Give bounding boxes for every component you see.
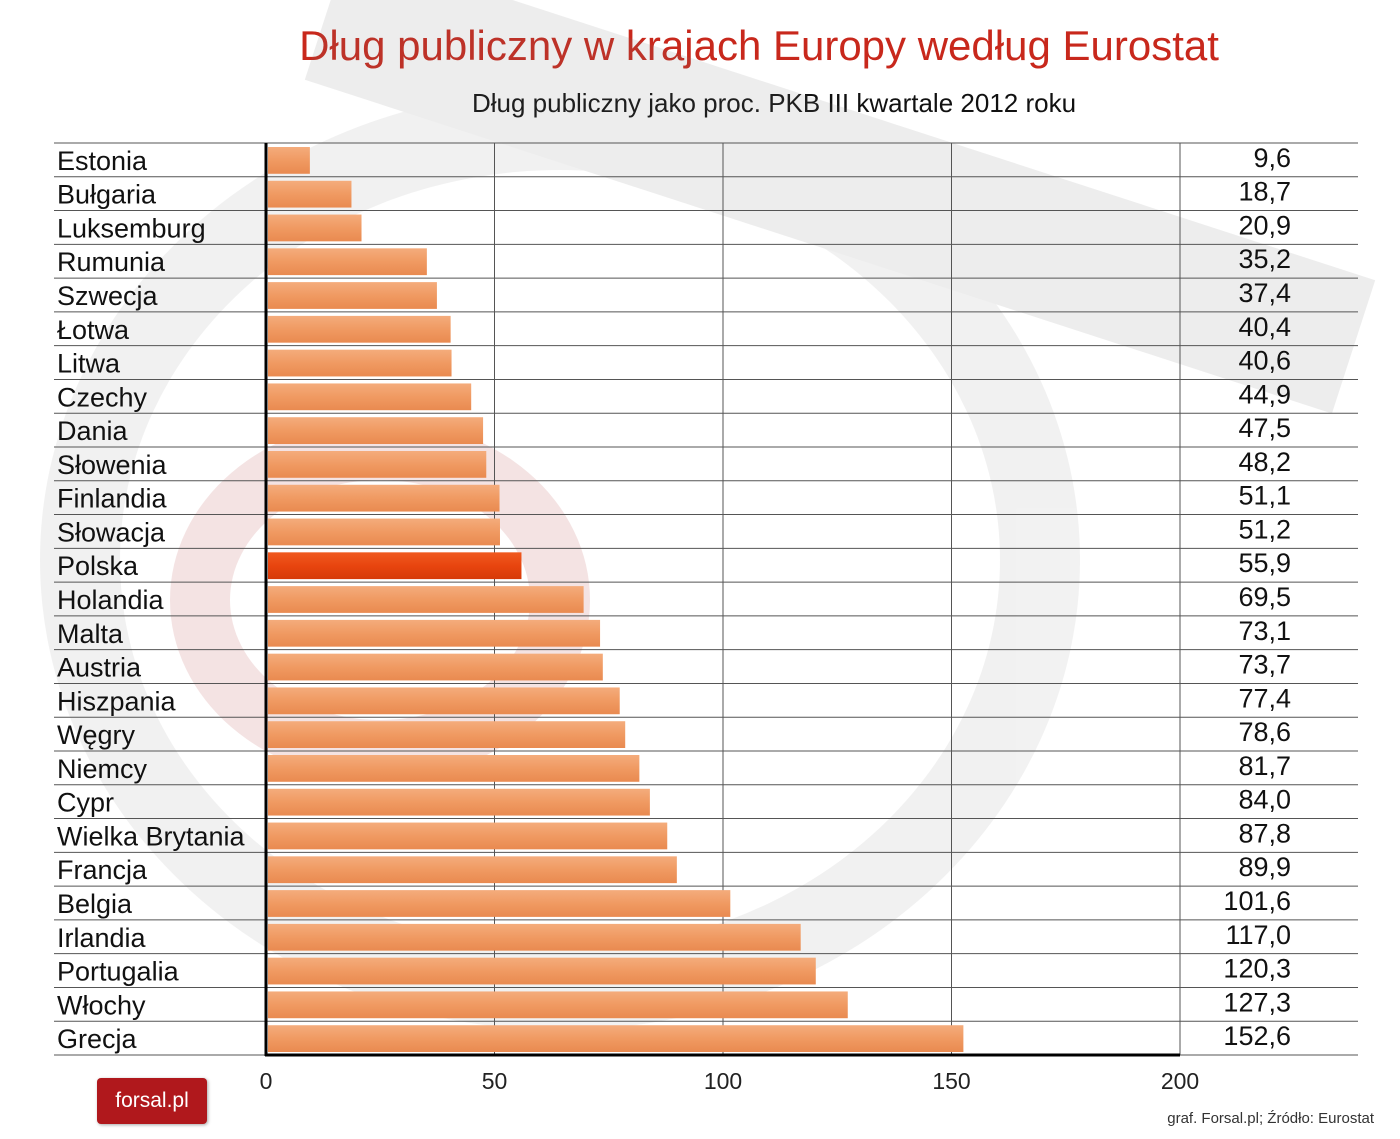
bar xyxy=(268,552,522,580)
x-tick-label: 0 xyxy=(260,1068,273,1094)
x-tick-label: 50 xyxy=(482,1068,508,1094)
category-label: Węgry xyxy=(57,720,136,750)
value-label: 117,0 xyxy=(1225,920,1291,950)
bar xyxy=(268,282,437,309)
category-label: Wielka Brytania xyxy=(57,821,246,851)
bar xyxy=(268,349,452,377)
bar xyxy=(268,991,848,1019)
bar xyxy=(268,484,500,512)
x-tick-label: 100 xyxy=(704,1068,742,1094)
bar xyxy=(268,1025,964,1052)
x-tick-label: 200 xyxy=(1161,1068,1199,1094)
bar xyxy=(268,856,677,884)
chart-title: Dług publiczny w krajach Europy według E… xyxy=(299,22,1219,69)
value-label: 73,7 xyxy=(1238,650,1291,680)
value-label: 120,3 xyxy=(1223,954,1291,984)
category-label: Belgia xyxy=(57,889,133,919)
category-label: Austria xyxy=(57,653,142,683)
category-label: Szwecja xyxy=(57,281,159,311)
bar xyxy=(268,653,603,681)
value-label: 40,6 xyxy=(1238,346,1291,376)
bar xyxy=(268,721,626,748)
value-label: 89,9 xyxy=(1238,852,1291,882)
category-label: Hiszpania xyxy=(57,686,177,716)
value-label: 77,4 xyxy=(1238,683,1291,713)
bar xyxy=(268,180,352,208)
chart-subtitle: Dług publiczny jako proc. PKB III kwarta… xyxy=(471,88,1077,118)
x-tick-label: 150 xyxy=(932,1068,970,1094)
bar xyxy=(268,890,731,917)
category-label: Dania xyxy=(57,416,129,446)
value-label: 69,5 xyxy=(1238,582,1291,612)
category-label: Bułgaria xyxy=(57,180,157,210)
bar xyxy=(268,248,427,276)
category-label: Luksemburg xyxy=(57,213,206,243)
value-label: 78,6 xyxy=(1238,717,1291,747)
value-label: 87,8 xyxy=(1238,818,1291,848)
value-label: 101,6 xyxy=(1223,886,1291,916)
value-label: 73,1 xyxy=(1238,616,1291,646)
category-label: Portugalia xyxy=(57,957,180,987)
category-label: Włochy xyxy=(57,990,146,1020)
bar xyxy=(268,586,584,613)
bar xyxy=(268,687,620,715)
category-label: Czechy xyxy=(57,382,148,412)
bar xyxy=(268,147,310,174)
category-label: Litwa xyxy=(57,349,121,379)
value-label: 20,9 xyxy=(1238,210,1291,240)
bar xyxy=(268,923,801,951)
value-label: 51,2 xyxy=(1238,514,1291,544)
value-label: 84,0 xyxy=(1238,785,1291,815)
value-label: 127,3 xyxy=(1223,987,1291,1017)
category-label: Niemcy xyxy=(57,754,148,784)
value-label: 40,4 xyxy=(1238,312,1291,342)
value-label: 47,5 xyxy=(1238,413,1291,443)
category-label: Finlandia xyxy=(57,484,168,514)
category-label: Łotwa xyxy=(57,315,130,345)
category-label: Holandia xyxy=(57,585,165,615)
bar xyxy=(268,518,500,546)
bar xyxy=(268,755,640,782)
value-label: 55,9 xyxy=(1238,548,1291,578)
value-label: 9,6 xyxy=(1253,143,1291,173)
bar xyxy=(268,315,451,343)
category-label: Cypr xyxy=(57,788,114,818)
value-label: 48,2 xyxy=(1238,447,1291,477)
category-label: Malta xyxy=(57,619,124,649)
bar xyxy=(268,214,362,242)
value-label: 18,7 xyxy=(1238,177,1291,207)
category-label: Estonia xyxy=(57,146,148,176)
value-label: 37,4 xyxy=(1238,278,1291,308)
value-label: 44,9 xyxy=(1238,379,1291,409)
category-label: Rumunia xyxy=(57,247,166,277)
bar xyxy=(268,451,487,478)
source-note: graf. Forsal.pl; Źródło: Eurostat xyxy=(1167,1110,1374,1127)
value-label: 81,7 xyxy=(1238,751,1291,781)
bar xyxy=(268,383,472,411)
bar xyxy=(268,417,484,444)
value-label: 51,1 xyxy=(1238,481,1291,511)
category-label: Irlandia xyxy=(57,923,147,953)
category-label: Francja xyxy=(57,855,148,885)
category-label: Słowenia xyxy=(57,450,168,480)
category-label: Grecja xyxy=(57,1024,138,1054)
category-label: Słowacja xyxy=(57,517,166,547)
forsal-logo: forsal.pl xyxy=(97,1078,207,1124)
bar xyxy=(268,619,601,647)
value-label: 35,2 xyxy=(1238,244,1291,274)
value-label: 152,6 xyxy=(1223,1021,1291,1051)
background-watermark xyxy=(40,0,1376,1030)
category-label: Polska xyxy=(57,551,139,581)
bar xyxy=(268,788,650,816)
bar xyxy=(268,957,816,985)
bar xyxy=(268,822,668,850)
